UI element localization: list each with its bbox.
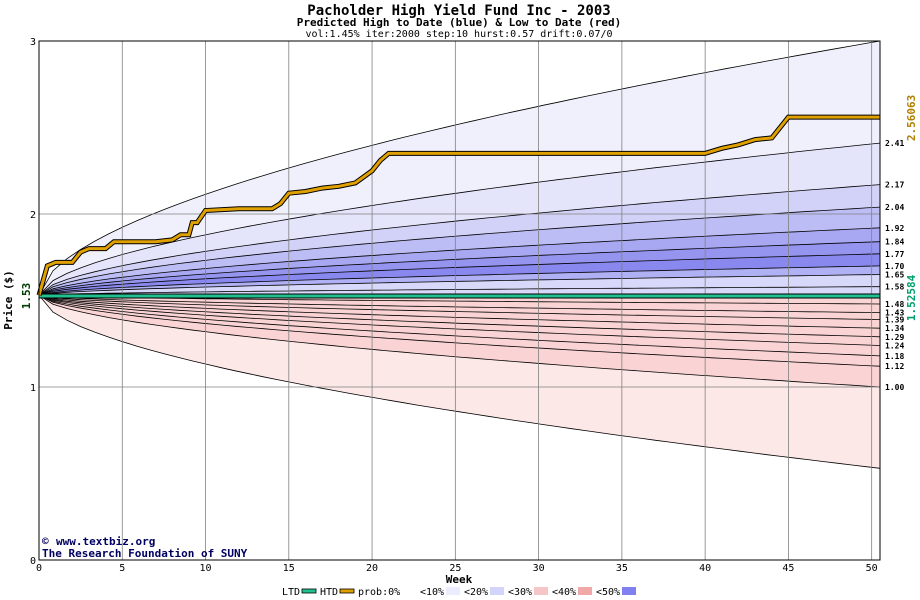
x-tick-labels: 0 5 10 15 20 25 30 35 40 45 50 [36, 563, 878, 574]
legend-label: HTD [320, 587, 338, 598]
band-end-label: 1.00 [885, 383, 904, 392]
x-tick-label: 10 [200, 563, 212, 574]
chart-subtitle: Predicted High to Date (blue) & Low to D… [297, 16, 622, 29]
high-band [39, 143, 880, 296]
legend-label: <50% [596, 587, 620, 598]
band-end-label: 1.18 [885, 352, 904, 361]
x-tick-label: 5 [119, 563, 125, 574]
y-tick-label: 3 [30, 37, 36, 48]
band-end-label: 1.29 [885, 333, 904, 342]
credit-site: www.textbiz.org [56, 535, 155, 548]
x-tick-label: 0 [36, 563, 42, 574]
legend-line-swatch [301, 588, 317, 594]
low-band-boundary [38, 294, 881, 388]
high-band [39, 253, 880, 296]
probability-bands [38, 40, 881, 469]
band-end-label: 1.58 [885, 283, 904, 292]
high-band [39, 207, 880, 296]
x-tick-label: 15 [283, 563, 295, 574]
legend-color-swatch [402, 587, 416, 595]
band-end-label: 1.70 [885, 262, 904, 271]
band-end-label: 1.92 [885, 224, 904, 233]
legend-color-swatch [534, 587, 548, 595]
high-band [39, 274, 880, 296]
low-band-boundary [38, 294, 881, 367]
y-tick-label: 0 [30, 556, 36, 567]
low-band-boundary [38, 294, 881, 357]
band-end-label: 1.12 [885, 362, 904, 371]
high-band [39, 41, 880, 296]
legend-label: <20% [464, 587, 488, 598]
x-tick-label: 30 [533, 563, 545, 574]
legend-color-swatch [578, 587, 592, 595]
legend: LTD HTD prob:0% <10% <20% <30% <40% <50% [282, 587, 636, 598]
low-band-boundary [38, 294, 881, 329]
high-band-boundary [38, 241, 881, 296]
band-end-label: 1.77 [885, 250, 904, 259]
high-band-boundary [38, 253, 881, 296]
band-end-label: 2.41 [885, 139, 904, 148]
chart-params: vol:1.45% iter:2000 step:10 hurst:0.57 d… [305, 29, 612, 40]
y-axis-label: Price ($) [2, 270, 15, 330]
ltd-final-label: 1.52584 [905, 274, 918, 321]
htd-final-label: 2.56063 [905, 95, 918, 141]
high-band-boundary [38, 265, 881, 296]
band-end-label: 1.43 [885, 309, 904, 318]
high-band-boundary [38, 227, 881, 296]
x-tick-label: 50 [866, 563, 878, 574]
x-axis-label: Week [446, 573, 473, 586]
band-end-label: 1.84 [885, 238, 904, 247]
legend-color-swatch [446, 587, 460, 595]
x-tick-label: 20 [366, 563, 378, 574]
high-band [39, 184, 880, 296]
start-price-label: 1.53 [20, 283, 33, 310]
high-band [39, 241, 880, 296]
y-tick-label: 2 [30, 210, 36, 221]
high-band-boundary [38, 142, 881, 296]
band-end-label: 1.65 [885, 271, 904, 280]
high-band-boundary [38, 274, 881, 296]
high-band-boundary [38, 184, 881, 296]
copyright-symbol: © [42, 535, 49, 548]
legend-label: <40% [552, 587, 576, 598]
y-tick-label: 1 [30, 383, 36, 394]
legend-color-swatch [490, 587, 504, 595]
high-band-boundary [38, 286, 880, 296]
x-tick-label: 35 [616, 563, 628, 574]
x-tick-label: 40 [699, 563, 711, 574]
credit-org: The Research Foundation of SUNY [42, 547, 248, 560]
high-band [39, 227, 880, 296]
band-end-label: 1.34 [885, 324, 904, 333]
band-end-label: 2.04 [885, 203, 904, 212]
high-band [39, 286, 880, 296]
series-lines [36, 114, 880, 299]
low-band-boundary [38, 294, 881, 346]
plot-frame [38, 40, 881, 561]
legend-label: LTD [282, 587, 300, 598]
high-band [39, 265, 880, 296]
low-band-boundary [38, 294, 881, 313]
chart-title: Pacholder High Yield Fund Inc - 2003 [307, 3, 610, 19]
x-tick-label: 25 [449, 563, 461, 574]
low-band-boundary [38, 294, 881, 320]
legend-label: prob:0% [358, 587, 400, 598]
band-end-label: 1.24 [885, 341, 904, 350]
band-end-labels: 2.41 2.17 2.04 1.92 1.84 1.77 1.701.65 1.58 1.48… [885, 139, 904, 392]
band-end-label: 1.39 [885, 316, 904, 325]
y-tick-labels: 0 1 2 3 [30, 37, 36, 567]
legend-label: <30% [508, 587, 532, 598]
legend-line-swatch [339, 588, 355, 594]
low-band-boundary [38, 295, 881, 469]
legend-color-swatch [622, 587, 636, 595]
band-end-label: 1.48 [885, 300, 904, 309]
band-end-label: 2.17 [885, 181, 904, 190]
low-band-boundary [38, 294, 881, 338]
high-band-boundary [38, 206, 881, 296]
x-tick-label: 45 [782, 563, 794, 574]
high-band-boundary [38, 40, 881, 296]
legend-label: <10% [420, 587, 444, 598]
htd-line [37, 115, 880, 296]
